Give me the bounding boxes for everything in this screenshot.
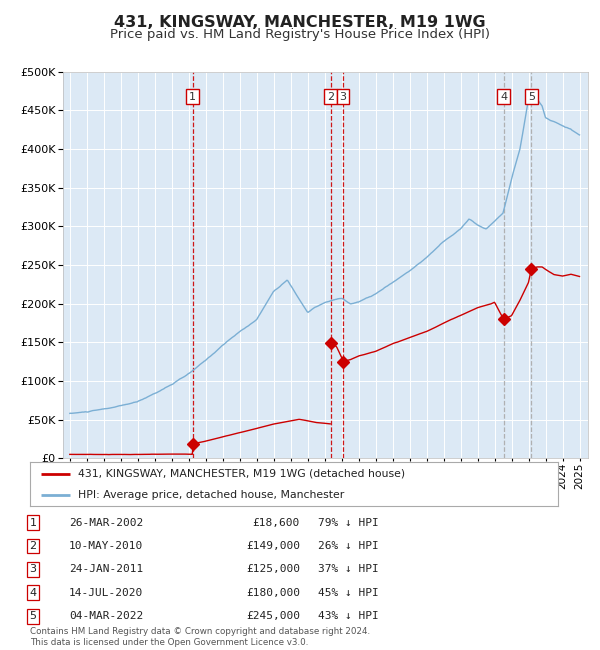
Text: 37% ↓ HPI: 37% ↓ HPI bbox=[318, 564, 379, 575]
Text: 5: 5 bbox=[528, 92, 535, 101]
Text: 14-JUL-2020: 14-JUL-2020 bbox=[69, 588, 143, 598]
Text: 2: 2 bbox=[327, 92, 334, 101]
Text: 10-MAY-2010: 10-MAY-2010 bbox=[69, 541, 143, 551]
Text: £245,000: £245,000 bbox=[246, 611, 300, 621]
Text: £18,600: £18,600 bbox=[253, 517, 300, 528]
Text: 5: 5 bbox=[29, 611, 37, 621]
Text: 3: 3 bbox=[340, 92, 346, 101]
Text: £180,000: £180,000 bbox=[246, 588, 300, 598]
Text: HPI: Average price, detached house, Manchester: HPI: Average price, detached house, Manc… bbox=[77, 489, 344, 500]
Text: 26-MAR-2002: 26-MAR-2002 bbox=[69, 517, 143, 528]
Text: Contains HM Land Registry data © Crown copyright and database right 2024.
This d: Contains HM Land Registry data © Crown c… bbox=[30, 627, 370, 647]
Text: £125,000: £125,000 bbox=[246, 564, 300, 575]
Text: £149,000: £149,000 bbox=[246, 541, 300, 551]
Text: 45% ↓ HPI: 45% ↓ HPI bbox=[318, 588, 379, 598]
Text: Price paid vs. HM Land Registry's House Price Index (HPI): Price paid vs. HM Land Registry's House … bbox=[110, 28, 490, 41]
Text: 26% ↓ HPI: 26% ↓ HPI bbox=[318, 541, 379, 551]
Text: 3: 3 bbox=[29, 564, 37, 575]
Text: 24-JAN-2011: 24-JAN-2011 bbox=[69, 564, 143, 575]
Text: 1: 1 bbox=[29, 517, 37, 528]
Text: 431, KINGSWAY, MANCHESTER, M19 1WG (detached house): 431, KINGSWAY, MANCHESTER, M19 1WG (deta… bbox=[77, 469, 404, 479]
Text: 4: 4 bbox=[29, 588, 37, 598]
Text: 4: 4 bbox=[500, 92, 507, 101]
Text: 79% ↓ HPI: 79% ↓ HPI bbox=[318, 517, 379, 528]
Text: 431, KINGSWAY, MANCHESTER, M19 1WG: 431, KINGSWAY, MANCHESTER, M19 1WG bbox=[114, 15, 486, 30]
Text: 2: 2 bbox=[29, 541, 37, 551]
Text: 43% ↓ HPI: 43% ↓ HPI bbox=[318, 611, 379, 621]
Text: 1: 1 bbox=[189, 92, 196, 101]
Text: 04-MAR-2022: 04-MAR-2022 bbox=[69, 611, 143, 621]
